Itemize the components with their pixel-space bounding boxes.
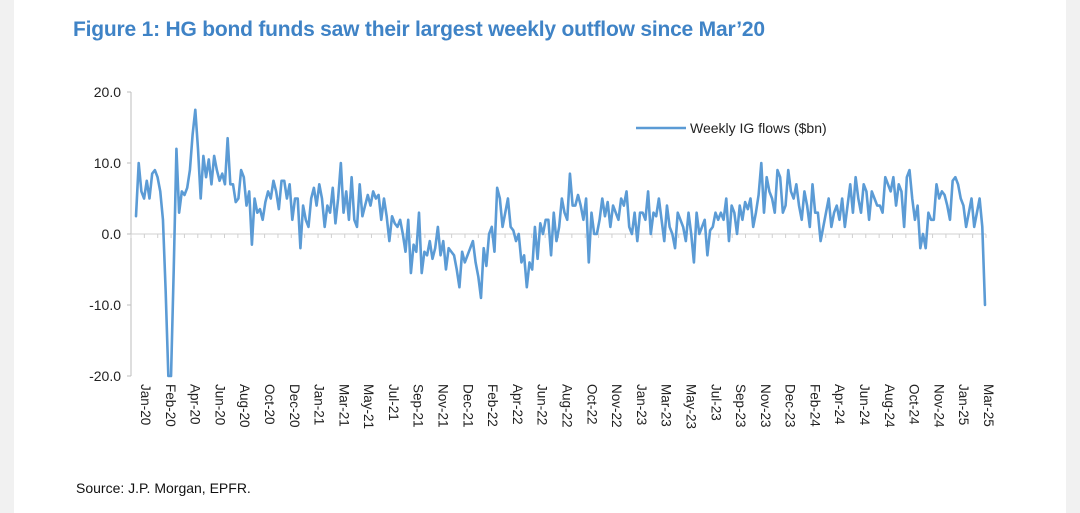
- x-tick-label: Jun-20: [212, 384, 227, 425]
- x-tick-label: Jan-23: [634, 384, 649, 425]
- x-tick-label: Oct-20: [262, 384, 277, 425]
- chart-title: Figure 1: HG bond funds saw their larges…: [73, 18, 765, 41]
- x-axis-minor-ticks: [130, 234, 987, 238]
- x-tick-label: Dec-23: [783, 384, 798, 428]
- x-tick-label: Mar-23: [659, 384, 674, 427]
- right-border: [1066, 0, 1080, 513]
- y-tick-label: 20.0: [94, 84, 121, 100]
- x-tick-label: Nov-24: [931, 384, 946, 428]
- x-tick-label: Jan-25: [956, 384, 971, 425]
- x-tick-label: Aug-22: [560, 384, 575, 428]
- x-tick-label: Jul-23: [708, 384, 723, 421]
- source-note: Source: J.P. Morgan, EPFR.: [76, 480, 251, 496]
- y-tick-label: -20.0: [89, 368, 121, 384]
- x-tick-label: Apr-20: [188, 384, 203, 425]
- x-tick-label: Apr-22: [510, 384, 525, 425]
- x-tick-label: Oct-24: [907, 384, 922, 425]
- y-tick-label: -10.0: [89, 297, 121, 313]
- x-tick-label: Oct-22: [584, 384, 599, 425]
- x-tick-label: Jul-21: [386, 384, 401, 421]
- x-tick-label: May-23: [683, 384, 698, 429]
- y-tick-label: 10.0: [94, 155, 121, 171]
- x-tick-label: Feb-22: [485, 384, 500, 427]
- x-tick-label: Nov-22: [609, 384, 624, 428]
- x-axis-tick-labels: Jan-20 Feb-20 Apr-20 Jun-20 Aug-20 Oct-20 Dec-…: [138, 384, 996, 429]
- x-tick-label: Mar-21: [336, 384, 351, 427]
- legend-label: Weekly IG flows ($bn): [690, 120, 827, 136]
- x-tick-label: Dec-21: [460, 384, 475, 428]
- y-axis-ticks: 20.0 10.0 0.0 -10.0 -20.0: [89, 84, 131, 384]
- x-tick-label: Nov-23: [758, 384, 773, 428]
- x-tick-label: Sep-23: [733, 384, 748, 428]
- left-border: [0, 0, 14, 513]
- x-tick-label: Aug-20: [237, 384, 252, 428]
- x-tick-label: Nov-21: [436, 384, 451, 428]
- legend: Weekly IG flows ($bn): [636, 120, 827, 136]
- x-tick-label: Apr-24: [832, 384, 847, 425]
- x-tick-label: Feb-20: [163, 384, 178, 427]
- y-tick-label: 0.0: [102, 226, 122, 242]
- x-tick-label: Mar-25: [981, 384, 996, 427]
- x-tick-label: Jun-24: [857, 384, 872, 426]
- x-tick-label: Aug-24: [882, 384, 897, 428]
- x-tick-label: Jan-20: [138, 384, 153, 425]
- x-tick-label: Jun-22: [535, 384, 550, 425]
- x-tick-label: Dec-20: [287, 384, 302, 428]
- x-tick-label: Feb-24: [807, 384, 822, 427]
- x-tick-label: May-21: [361, 384, 376, 429]
- series-line-weekly-ig-flows: [134, 108, 987, 378]
- x-tick-label: Sep-21: [411, 384, 426, 428]
- x-tick-label: Jan-21: [312, 384, 327, 425]
